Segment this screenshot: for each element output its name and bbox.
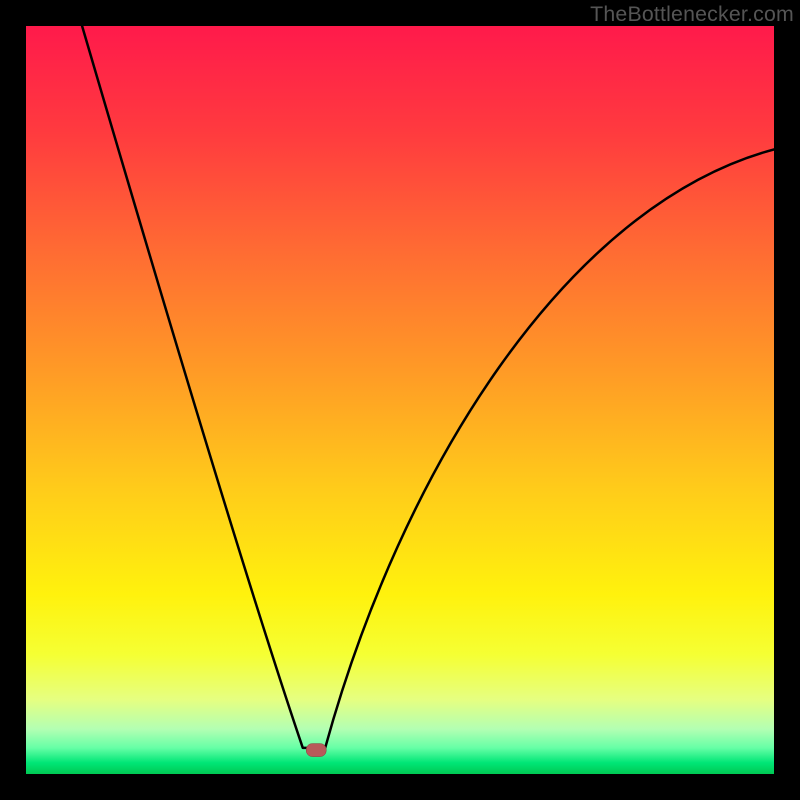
watermark-text: TheBottlenecker.com: [590, 2, 794, 27]
chart-canvas: [0, 0, 800, 800]
bottleneck-chart: TheBottlenecker.com: [0, 0, 800, 800]
optimal-point-marker: [306, 744, 326, 757]
plot-background-gradient: [26, 26, 774, 774]
